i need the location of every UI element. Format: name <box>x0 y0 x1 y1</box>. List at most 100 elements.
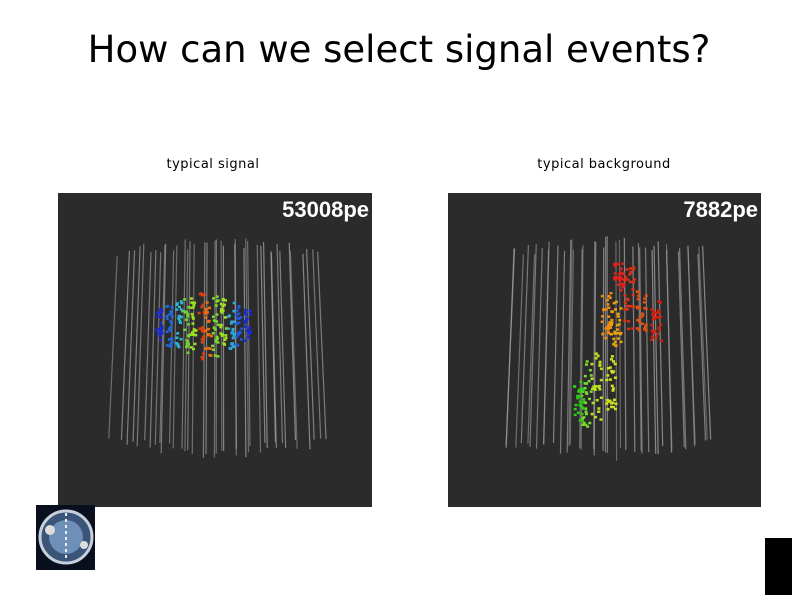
hit <box>628 273 632 276</box>
detector-string <box>108 256 118 439</box>
hit <box>176 332 180 335</box>
hit <box>224 327 228 330</box>
hit <box>617 276 621 280</box>
hit <box>221 333 225 336</box>
hit <box>235 343 239 346</box>
hit <box>186 351 190 355</box>
hit <box>160 326 164 330</box>
hit <box>576 394 580 398</box>
hit <box>230 332 234 335</box>
hit <box>587 379 591 383</box>
hit <box>582 421 586 425</box>
hit <box>215 313 219 316</box>
hit <box>232 320 236 324</box>
hit <box>212 319 216 322</box>
hit <box>586 425 590 428</box>
hit <box>599 378 603 382</box>
detector-string <box>593 241 596 449</box>
hit <box>657 311 661 314</box>
hit <box>235 313 239 316</box>
hit <box>590 412 594 416</box>
hit <box>207 319 211 323</box>
hit <box>626 304 630 308</box>
hit <box>165 314 169 318</box>
hit <box>591 401 595 405</box>
hit <box>619 331 623 335</box>
hit <box>619 267 623 271</box>
hit <box>247 327 251 331</box>
hit <box>170 340 174 344</box>
hit <box>170 311 174 315</box>
hit <box>590 387 594 391</box>
hit <box>584 407 588 410</box>
hit <box>169 325 173 328</box>
hit <box>594 384 598 388</box>
hit <box>610 369 614 373</box>
hit <box>608 326 612 329</box>
hit <box>594 415 598 419</box>
hit <box>200 305 204 309</box>
hit <box>623 308 627 311</box>
hit <box>216 341 220 344</box>
hit <box>235 309 239 312</box>
hit <box>601 332 605 336</box>
hit <box>159 328 163 331</box>
hit <box>659 323 663 327</box>
hit <box>189 306 193 310</box>
hit <box>214 340 218 343</box>
hit <box>619 289 623 292</box>
hit <box>631 327 635 330</box>
hit <box>198 327 202 330</box>
hit <box>189 333 193 336</box>
hit <box>636 307 640 310</box>
pe-label: 7882pe <box>683 197 758 222</box>
hit <box>616 337 620 340</box>
hit <box>202 335 206 338</box>
hit <box>211 332 215 335</box>
detector-string <box>678 247 687 450</box>
detector-string <box>665 244 673 450</box>
hit <box>654 311 658 315</box>
hit <box>169 329 173 332</box>
hit <box>629 270 633 274</box>
hit <box>616 262 620 266</box>
hit <box>248 330 252 334</box>
hit <box>227 327 231 330</box>
hit <box>650 338 654 342</box>
hit <box>616 315 620 318</box>
hit <box>183 298 187 301</box>
logo-dot <box>80 541 88 549</box>
hit <box>583 374 587 378</box>
event-display <box>448 193 761 507</box>
hit <box>179 315 183 319</box>
hit <box>626 278 630 281</box>
hit <box>620 277 624 281</box>
hit <box>612 398 616 402</box>
hit <box>653 330 657 333</box>
hit <box>584 401 588 405</box>
hit <box>605 378 609 382</box>
hit <box>614 344 618 347</box>
hit <box>605 402 609 405</box>
hit <box>607 315 611 318</box>
detector-string <box>653 245 659 455</box>
hit <box>202 293 206 296</box>
hit <box>594 357 598 360</box>
detector-string <box>220 240 223 451</box>
hit <box>604 327 608 330</box>
hit <box>632 278 636 281</box>
hit <box>211 315 215 319</box>
detector-string <box>144 252 152 441</box>
detector-string <box>184 249 189 452</box>
hit <box>607 323 611 326</box>
hit <box>613 272 617 275</box>
hit <box>229 322 233 325</box>
hit <box>653 316 657 319</box>
hit <box>629 305 633 308</box>
hit <box>578 395 582 398</box>
hit <box>615 324 619 327</box>
detector-string <box>637 243 642 451</box>
hit <box>625 268 629 271</box>
hit <box>167 313 171 316</box>
hit <box>180 301 184 305</box>
